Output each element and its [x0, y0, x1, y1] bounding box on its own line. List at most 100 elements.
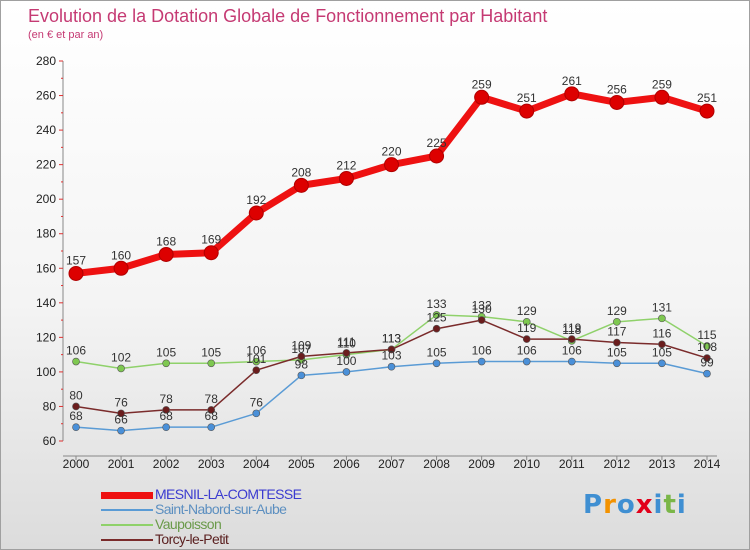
data-label: 102 — [111, 350, 131, 364]
x-tick-label: 2005 — [288, 457, 315, 471]
data-point-1 — [703, 369, 711, 378]
data-point-0 — [519, 103, 535, 119]
data-label: 169 — [201, 233, 221, 247]
data-point-0 — [248, 205, 264, 221]
data-point-2 — [658, 314, 666, 323]
x-tick-label: 2012 — [604, 457, 631, 471]
data-label: 208 — [291, 165, 311, 179]
data-label: 118 — [562, 323, 581, 337]
x-tick-label: 2000 — [63, 457, 90, 471]
y-tick-label: 80 — [43, 399, 57, 413]
data-label: 80 — [69, 388, 83, 402]
data-point-3 — [613, 338, 621, 347]
data-label: 106 — [246, 344, 266, 358]
data-label: 111 — [337, 335, 356, 349]
data-label: 105 — [607, 345, 627, 359]
legend-swatch — [101, 524, 153, 526]
data-point-3 — [117, 409, 125, 418]
x-tick-label: 2011 — [559, 457, 585, 471]
data-point-1 — [567, 357, 576, 366]
data-label: 129 — [517, 304, 537, 318]
data-point-0 — [203, 245, 219, 261]
data-point-3 — [342, 349, 351, 357]
y-tick-label: 160 — [36, 261, 56, 275]
logo-letter: o — [616, 490, 636, 520]
legend-swatch — [101, 492, 153, 499]
y-tick-label: 180 — [36, 227, 56, 241]
data-point-1 — [658, 359, 666, 368]
data-point-3 — [207, 406, 216, 414]
y-tick-label: 220 — [36, 158, 56, 172]
data-point-1 — [252, 409, 261, 418]
x-tick-label: 2009 — [468, 457, 495, 471]
data-label: 168 — [156, 234, 176, 248]
x-tick-label: 2007 — [378, 457, 405, 471]
legend-label: Saint-Nabord-sur-Aube — [155, 501, 287, 517]
data-point-1 — [162, 423, 170, 431]
data-label: 106 — [66, 344, 86, 358]
data-label: 106 — [562, 344, 582, 358]
x-tick-label: 2001 — [108, 457, 135, 471]
logo-letter: t — [663, 490, 677, 520]
data-label: 119 — [517, 321, 536, 335]
x-tick-label: 2006 — [333, 457, 360, 471]
data-point-3 — [567, 335, 576, 343]
data-point-3 — [522, 335, 531, 343]
data-label: 76 — [250, 395, 264, 409]
data-point-0 — [654, 89, 670, 105]
legend-label: MESNIL-LA-COMTESSE — [155, 486, 302, 502]
x-tick-label: 2014 — [694, 457, 721, 471]
data-label: 115 — [697, 328, 716, 342]
data-point-3 — [432, 324, 441, 333]
data-point-1 — [207, 423, 216, 431]
data-point-0 — [293, 177, 309, 193]
logo-letter: P — [583, 490, 604, 520]
data-point-3 — [387, 345, 396, 354]
legend-label: Torcy-le-Petit — [155, 531, 229, 547]
data-label: 109 — [291, 338, 311, 352]
data-label: 100 — [336, 354, 356, 368]
data-point-0 — [609, 94, 625, 110]
logo-letter: i — [676, 490, 687, 520]
data-label: 125 — [427, 311, 447, 325]
data-point-0 — [158, 246, 174, 262]
data-label: 105 — [156, 345, 176, 359]
data-point-1 — [613, 359, 621, 368]
data-label: 251 — [517, 91, 537, 105]
data-label: 106 — [517, 344, 537, 358]
data-point-0 — [113, 260, 129, 276]
logo-letter: i — [653, 490, 664, 520]
data-point-1 — [297, 371, 306, 380]
data-label: 68 — [159, 409, 173, 423]
data-point-2 — [207, 359, 216, 368]
data-point-0 — [429, 148, 445, 164]
axes: 60 80 100 120 140 160 180 200 220 240 260 280 2000 20… — [36, 54, 721, 471]
data-label: 99 — [700, 356, 714, 370]
y-tick-label: 260 — [36, 89, 56, 103]
data-label: 220 — [381, 145, 401, 159]
y-tick-label: 60 — [43, 434, 57, 448]
data-label: 129 — [607, 304, 627, 318]
data-point-3 — [703, 354, 711, 362]
data-label: 192 — [246, 193, 266, 207]
data-point-0 — [384, 157, 399, 173]
x-tick-label: 2003 — [198, 457, 225, 471]
data-point-1 — [477, 357, 486, 366]
y-tick-label: 200 — [36, 192, 56, 206]
data-label: 117 — [607, 325, 626, 339]
data-label: 259 — [652, 77, 672, 91]
data-label: 113 — [382, 331, 401, 345]
data-label: 110 — [337, 337, 356, 351]
data-point-3 — [72, 402, 80, 411]
data-label: 101 — [246, 352, 266, 366]
data-point-0 — [564, 86, 580, 102]
data-label: 256 — [607, 82, 627, 96]
data-point-3 — [162, 406, 170, 414]
x-tick-label: 2010 — [513, 457, 540, 471]
data-label: 259 — [472, 77, 492, 91]
data-labels-layer: 157 160 168 169 192 208 212 220 225 259 251 261 256 2… — [66, 74, 717, 427]
data-label: 105 — [652, 345, 672, 359]
data-point-3 — [477, 316, 486, 324]
